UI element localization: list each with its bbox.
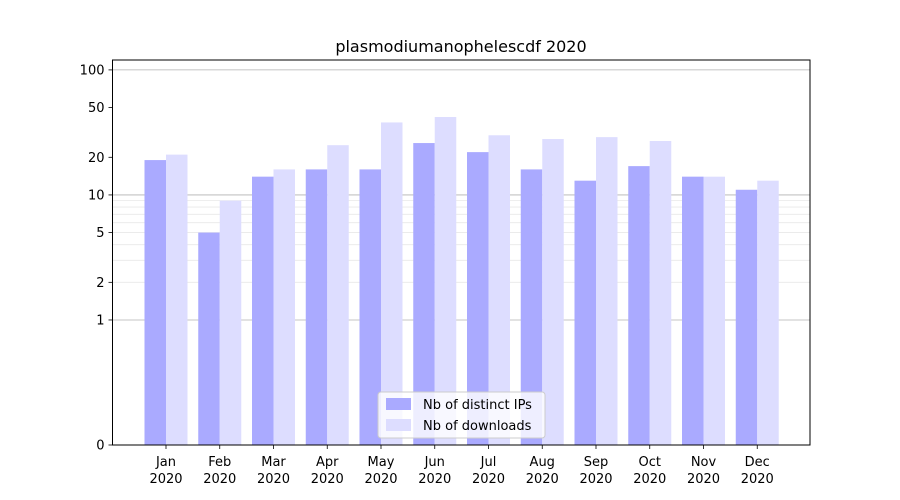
bar-downloads (703, 176, 725, 445)
y-tick-label: 0 (96, 439, 104, 454)
y-axis: 0 1 2 5 10 20 50 100 (80, 63, 113, 454)
x-tick-label-year: 2020 (687, 472, 720, 487)
bar-distinct-ips (144, 160, 166, 445)
y-tick-label: 2 (96, 276, 104, 291)
x-tick-label-year: 2020 (633, 472, 666, 487)
y-tick-label: 10 (88, 188, 105, 203)
x-tick-label-month: Jul (480, 455, 497, 470)
bar-distinct-ips (467, 152, 489, 445)
bar-downloads (596, 137, 618, 445)
x-tick-label-year: 2020 (364, 472, 397, 487)
bar-distinct-ips (574, 180, 596, 445)
x-tick-label-month: Aug (530, 455, 555, 470)
bar-distinct-ips (628, 166, 650, 445)
x-tick-label-month: Apr (316, 455, 339, 470)
x-tick-label-year: 2020 (472, 472, 505, 487)
bar-distinct-ips (520, 169, 543, 445)
bar-downloads (488, 135, 510, 445)
x-tick-label-year: 2020 (257, 472, 290, 487)
bar-distinct-ips (682, 176, 704, 445)
bar-downloads (434, 117, 457, 445)
legend-label-distinct-ips: Nb of distinct IPs (423, 398, 532, 413)
x-tick-label-month: Feb (208, 455, 231, 470)
bar-downloads (166, 154, 188, 446)
x-tick-label-year: 2020 (203, 472, 236, 487)
y-tick-label: 20 (88, 151, 105, 166)
bar-downloads (757, 180, 779, 445)
x-tick-label-year: 2020 (418, 472, 451, 487)
bar-downloads (381, 122, 403, 445)
y-tick-label: 50 (88, 101, 105, 116)
bar-downloads (649, 140, 672, 445)
bar-downloads (542, 139, 564, 445)
legend-label-downloads: Nb of downloads (423, 419, 532, 434)
x-tick-label-year: 2020 (741, 472, 774, 487)
bar-distinct-ips (413, 143, 435, 445)
chart-title: plasmodiumanophelescdf 2020 (335, 37, 586, 56)
y-tick-label: 5 (96, 226, 104, 241)
legend: Nb of distinct IPs Nb of downloads (377, 391, 546, 439)
x-tick-label-month: Nov (691, 455, 717, 470)
x-tick-label-month: May (368, 455, 395, 470)
bar-distinct-ips (198, 232, 220, 445)
bar-distinct-ips (252, 176, 274, 445)
y-tick-label: 100 (80, 63, 105, 78)
x-tick-label-year: 2020 (149, 472, 182, 487)
legend-box (377, 391, 546, 439)
x-tick-label-month: Oct (639, 455, 661, 470)
x-tick-label-month: Sep (584, 455, 609, 470)
x-tick-label-month: Jun (424, 455, 445, 470)
legend-swatch-distinct-ips (386, 398, 411, 410)
bar-downloads (327, 145, 349, 445)
x-tick-label-year: 2020 (526, 472, 559, 487)
x-tick-label-month: Dec (745, 455, 770, 470)
bar-distinct-ips (305, 169, 328, 445)
bar-distinct-ips (359, 169, 381, 445)
x-axis: Jan 2020 Feb 2020 Mar 2020 Apr 2020 May 2020 Jun 20… (149, 445, 774, 487)
x-tick-label-year: 2020 (579, 472, 612, 487)
bar-downloads (273, 169, 295, 445)
bar-distinct-ips (735, 189, 758, 445)
x-tick-label-month: Jan (155, 455, 176, 470)
x-tick-label-month: Mar (261, 455, 286, 470)
bar-downloads (219, 200, 242, 445)
plot-frame (112, 59, 811, 446)
y-tick-label: 1 (96, 313, 104, 328)
x-tick-label-year: 2020 (311, 472, 344, 487)
bar-layer (144, 117, 779, 446)
legend-swatch-downloads (386, 419, 411, 431)
